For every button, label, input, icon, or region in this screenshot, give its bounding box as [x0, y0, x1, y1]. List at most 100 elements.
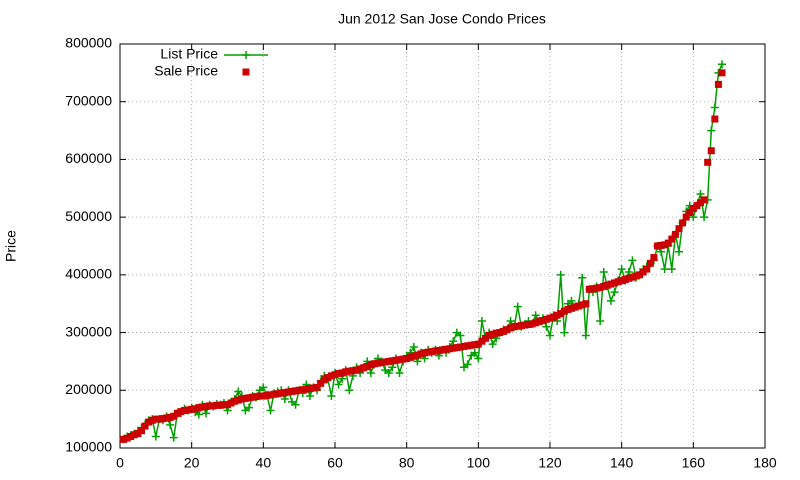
point — [477, 317, 486, 326]
square-marker — [517, 322, 525, 330]
square-marker — [575, 302, 583, 310]
square-marker — [704, 158, 712, 166]
point — [560, 328, 569, 337]
square-marker — [553, 311, 561, 319]
plus-marker — [345, 386, 354, 395]
square-marker — [392, 356, 400, 364]
square-marker — [714, 80, 722, 88]
square-marker — [686, 209, 694, 217]
square-marker — [460, 342, 468, 350]
point — [567, 296, 576, 305]
square-marker — [607, 280, 615, 288]
plus-marker — [596, 317, 605, 326]
plus-marker — [202, 409, 210, 418]
square-marker — [582, 300, 590, 308]
square-marker — [173, 409, 181, 417]
point — [345, 386, 354, 395]
square-marker — [331, 371, 339, 379]
square-marker — [403, 355, 411, 363]
square-marker — [381, 358, 389, 366]
point — [259, 383, 268, 392]
square-marker — [600, 282, 608, 290]
square-marker — [277, 389, 285, 397]
point — [266, 406, 275, 415]
plus-marker — [470, 348, 479, 357]
square-marker — [184, 406, 192, 414]
square-marker — [467, 341, 475, 349]
square-marker — [499, 327, 507, 335]
square-marker — [399, 355, 407, 363]
x-tick-label: 100 — [467, 455, 491, 471]
square-marker — [209, 402, 217, 410]
point — [242, 51, 250, 59]
plus-marker — [567, 296, 576, 305]
x-tick-label: 80 — [399, 455, 415, 471]
plus-marker — [718, 60, 726, 69]
square-marker — [507, 324, 515, 332]
square-marker — [385, 357, 393, 365]
y-axis-label: Price — [3, 230, 19, 262]
square-marker — [245, 394, 253, 402]
plus-marker — [413, 357, 422, 366]
square-marker — [231, 397, 239, 405]
square-marker — [682, 213, 690, 221]
square-marker — [456, 343, 464, 351]
point — [327, 392, 336, 401]
plus-marker — [542, 322, 551, 331]
square-marker — [249, 393, 257, 401]
square-marker — [449, 344, 457, 352]
point — [291, 400, 300, 409]
square-marker — [227, 399, 235, 407]
plus-marker — [291, 400, 300, 409]
point — [710, 103, 719, 112]
y-tick-label: 400000 — [65, 266, 112, 282]
square-marker — [284, 388, 292, 396]
point — [280, 394, 289, 403]
square-marker — [585, 285, 593, 293]
point — [413, 357, 422, 366]
square-marker — [374, 359, 382, 367]
plus-marker — [280, 394, 289, 403]
y-tick-label: 300000 — [65, 323, 112, 339]
square-marker — [679, 219, 687, 227]
plus-marker — [617, 265, 626, 274]
square-marker — [589, 285, 597, 293]
square-marker — [521, 321, 529, 329]
point — [675, 247, 683, 256]
square-marker — [324, 374, 332, 382]
square-marker — [216, 401, 224, 409]
point — [388, 363, 397, 372]
square-marker — [159, 415, 167, 423]
square-marker — [693, 202, 701, 210]
square-marker — [535, 318, 543, 326]
point — [700, 213, 709, 222]
plus-marker — [245, 403, 253, 412]
square-marker — [281, 389, 289, 397]
plus-marker — [194, 410, 203, 419]
square-marker — [310, 384, 317, 392]
x-tick-label: 20 — [184, 455, 200, 471]
square-marker — [596, 284, 604, 292]
plus-marker — [700, 213, 709, 222]
square-marker — [327, 372, 335, 380]
square-marker — [474, 340, 482, 348]
point — [470, 348, 479, 357]
legend-label: Sale Price — [154, 63, 218, 79]
square-marker — [292, 387, 300, 395]
square-marker — [198, 403, 206, 411]
point — [531, 311, 540, 320]
square-marker — [611, 279, 618, 287]
plus-marker — [242, 51, 250, 59]
square-marker — [560, 307, 568, 315]
square-marker — [675, 225, 683, 233]
square-marker — [267, 391, 274, 399]
square-marker — [646, 259, 654, 267]
point — [194, 410, 203, 419]
square-marker — [650, 254, 658, 262]
square-marker — [628, 273, 636, 281]
point — [596, 317, 605, 326]
square-marker — [478, 337, 486, 345]
point — [628, 256, 637, 265]
square-marker — [636, 271, 644, 279]
point — [606, 296, 615, 305]
